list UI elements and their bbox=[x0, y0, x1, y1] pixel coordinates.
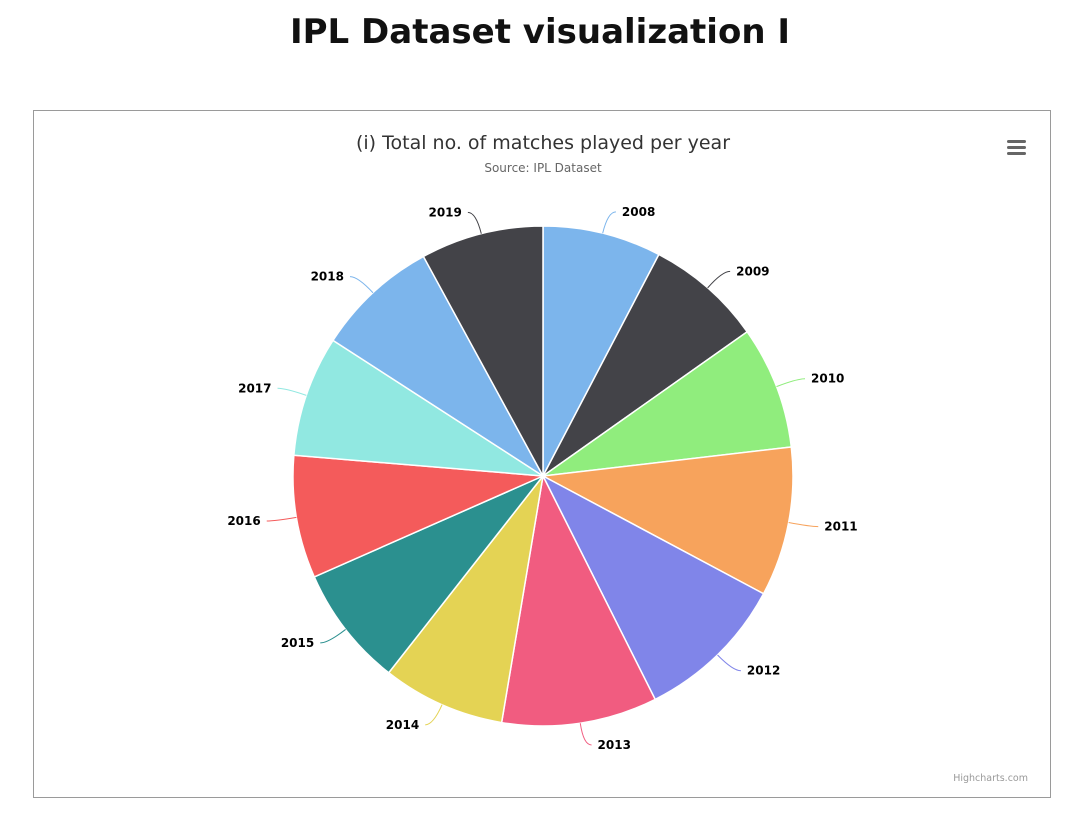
label-connector-2018 bbox=[349, 276, 374, 294]
label-connectors bbox=[266, 211, 819, 746]
label-connector-2014 bbox=[425, 704, 443, 726]
label-connector-2015 bbox=[320, 629, 346, 644]
slice-labels: 2008 2009 2010 2011 2012 2013 2014 2015 2016 2017… bbox=[227, 205, 857, 752]
label-connector-2013 bbox=[579, 723, 592, 746]
pie-slice-2017[interactable] bbox=[293, 339, 544, 477]
slice-label-2009: 2009 bbox=[736, 264, 769, 278]
pie-slices bbox=[292, 225, 794, 727]
label-connector-2008 bbox=[602, 211, 616, 234]
page-title: IPL Dataset visualization I bbox=[289, 12, 791, 52]
label-connector-2019 bbox=[467, 211, 482, 234]
pie-slice-2018[interactable] bbox=[331, 255, 544, 477]
slice-label-2016: 2016 bbox=[227, 514, 260, 528]
slice-label-2013: 2013 bbox=[598, 738, 631, 752]
slice-label-2017: 2017 bbox=[238, 381, 271, 395]
label-connector-2010 bbox=[776, 378, 806, 388]
pie-slice-2016[interactable] bbox=[292, 454, 544, 578]
label-connector-2017 bbox=[277, 387, 307, 396]
label-connector-2011 bbox=[788, 521, 819, 528]
pie-slice-2008[interactable] bbox=[542, 225, 660, 477]
pie-chart: (i) Total no. of matches played per year… bbox=[227, 132, 1028, 784]
slice-label-2012: 2012 bbox=[747, 664, 780, 678]
label-connector-2016 bbox=[266, 516, 297, 522]
slice-label-2018: 2018 bbox=[311, 270, 344, 284]
slice-label-2010: 2010 bbox=[811, 372, 844, 386]
label-connector-2012 bbox=[717, 654, 741, 672]
pie-slice-2009[interactable] bbox=[542, 253, 749, 477]
slice-label-2011: 2011 bbox=[824, 520, 857, 534]
chart-container: (i) Total no. of matches played per year… bbox=[33, 110, 1051, 798]
highcharts-credits[interactable]: Highcharts.com bbox=[953, 773, 1028, 784]
slice-label-2014: 2014 bbox=[386, 718, 419, 732]
pie-slice-2019[interactable] bbox=[422, 225, 544, 477]
slice-label-2015: 2015 bbox=[281, 636, 314, 650]
chart-title: (i) Total no. of matches played per year bbox=[356, 132, 730, 154]
pie-slice-2013[interactable] bbox=[500, 473, 657, 727]
label-connector-2009 bbox=[707, 270, 731, 289]
chart-subtitle: Source: IPL Dataset bbox=[484, 161, 602, 175]
chart-menu-button[interactable] bbox=[1000, 133, 1030, 161]
slice-label-2019: 2019 bbox=[428, 205, 461, 219]
slice-label-2008: 2008 bbox=[622, 205, 655, 219]
